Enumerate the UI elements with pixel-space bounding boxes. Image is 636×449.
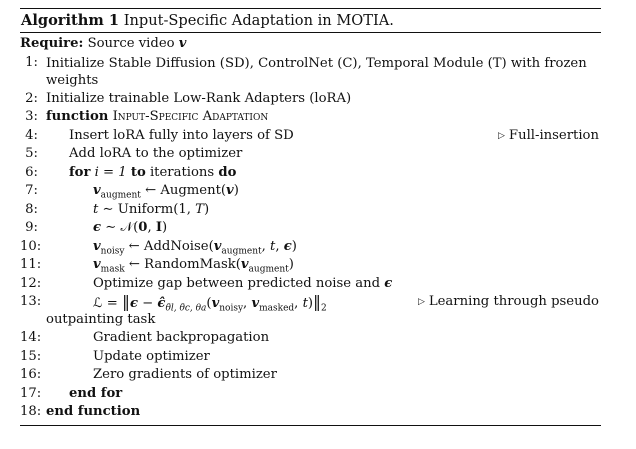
line-text: Update optimizer xyxy=(93,348,210,364)
for-expr: i = 1 xyxy=(94,164,127,180)
line-9: 9: ϵ ∼ 𝒩(0, I) xyxy=(20,219,601,238)
line-number: 7: xyxy=(25,183,38,198)
line-2: 2: Initialize trainable Low-Rank Adapter… xyxy=(20,90,601,109)
line-text: Initialize Stable Diffusion (SD), Contro… xyxy=(46,55,587,88)
line-number: 2: xyxy=(25,90,38,106)
line-6: 6: for i = 1 to iterations do xyxy=(20,164,601,183)
bottom-rule xyxy=(20,424,601,426)
line-12: 12: Optimize gap between predicted noise… xyxy=(20,275,601,294)
function-name: Input-Specific Adaptation xyxy=(112,109,269,124)
line-1: 1: Initialize Stable Diffusion (SD), Con… xyxy=(20,54,601,90)
algorithm-title: Algorithm 1 Input-Specific Adaptation in… xyxy=(20,9,601,32)
line-comment: ▷ Learning through pseudo xyxy=(418,293,599,313)
line-math: vaugment ← Augment(v) xyxy=(93,183,239,201)
line-number: 5: xyxy=(25,146,38,161)
line-number: 17: xyxy=(20,385,42,401)
line-8: 8: t ∼ Uniform(1, T) xyxy=(20,201,601,220)
line-text: Initialize trainable Low-Rank Adapters (… xyxy=(46,90,352,106)
line-number: 11: xyxy=(20,257,42,272)
for-rest: iterations xyxy=(149,164,215,180)
line-16: 16: Zero gradients of optimizer xyxy=(20,366,601,385)
for-keyword: for xyxy=(69,164,91,180)
algorithm-body: Require: Source video v 1: Initialize St… xyxy=(20,35,601,422)
line-continuation: outpainting task xyxy=(46,312,156,327)
require-keyword: Require: xyxy=(20,36,84,51)
do-keyword: do xyxy=(218,164,237,180)
end-for-keyword: end for xyxy=(69,385,123,401)
line-7: 7: vaugment ← Augment(v) xyxy=(20,182,601,201)
end-function-keyword: end function xyxy=(46,404,141,419)
line-math: ϵ ∼ 𝒩(0, I) xyxy=(93,220,168,235)
line-number: 6: xyxy=(25,164,38,180)
line-10: 10: vnoisy ← AddNoise(vaugment, t, ϵ) xyxy=(20,238,601,257)
line-number: 14: xyxy=(20,330,42,345)
line-math: t ∼ Uniform(1, T) xyxy=(93,201,210,217)
line-number: 10: xyxy=(20,238,42,254)
line-text: Insert loRA fully into layers of SD xyxy=(69,127,294,143)
line-number: 13: xyxy=(20,294,42,309)
line-11: 11: vmask ← RandomMask(vaugment) xyxy=(20,256,601,275)
to-keyword: to xyxy=(130,164,146,180)
comment-triangle-icon: ▷ xyxy=(417,297,425,307)
line-13: 13: ℒ = ‖ϵ − ϵ̂θ̄l, θ̄c, θa(vnoisy, vmas… xyxy=(20,292,601,329)
comment-text: Learning through pseudo xyxy=(428,294,599,309)
require-text: Source video xyxy=(87,36,175,51)
line-number: 9: xyxy=(25,220,38,235)
algorithm-label: Algorithm 1 xyxy=(21,12,120,29)
line-number: 18: xyxy=(20,404,42,419)
comment-triangle-icon: ▷ xyxy=(498,130,505,141)
line-number: 4: xyxy=(25,127,38,143)
line-text: Gradient backpropagation xyxy=(93,330,270,345)
title-rule xyxy=(20,32,601,33)
line-4: 4: Insert loRA fully into layers of SD ▷… xyxy=(20,127,601,146)
line-math: vnoisy ← AddNoise(vaugment, t, ϵ) xyxy=(93,238,297,257)
line-number: 3: xyxy=(25,109,38,124)
line-text: Optimize gap between predicted noise and… xyxy=(93,275,393,291)
line-number: 15: xyxy=(20,348,42,364)
line-math: vmask ← RandomMask(vaugment) xyxy=(93,257,294,275)
line-14: 14: Gradient backpropagation xyxy=(20,329,601,348)
line-17: 17: end for xyxy=(20,385,601,404)
require-var: v xyxy=(178,36,187,51)
line-math: ℒ = ‖ϵ − ϵ̂θ̄l, θ̄c, θa(vnoisy, vmasked,… xyxy=(93,292,327,314)
line-text: Add loRA to the optimizer xyxy=(69,146,243,161)
line-number: 16: xyxy=(20,367,42,382)
line-number: 12: xyxy=(20,275,42,291)
algorithm-block: Algorithm 1 Input-Specific Adaptation in… xyxy=(20,8,601,426)
algorithm-title-text: Input-Specific Adaptation in MOTIA. xyxy=(123,12,394,29)
line-3: 3: function Input-Specific Adaptation xyxy=(20,108,601,127)
line-comment: ▷ Full-insertion xyxy=(498,127,599,147)
function-keyword: function xyxy=(46,109,109,124)
line-18: 18: end function xyxy=(20,403,601,422)
line-text: Zero gradients of optimizer xyxy=(93,367,277,382)
line-5: 5: Add loRA to the optimizer xyxy=(20,145,601,164)
line-number: 1: xyxy=(25,54,38,70)
line-number: 8: xyxy=(25,201,38,217)
line-15: 15: Update optimizer xyxy=(20,348,601,367)
comment-text: Full-insertion xyxy=(508,127,599,143)
top-rule xyxy=(20,8,601,9)
require-row: Require: Source video v xyxy=(20,35,601,54)
